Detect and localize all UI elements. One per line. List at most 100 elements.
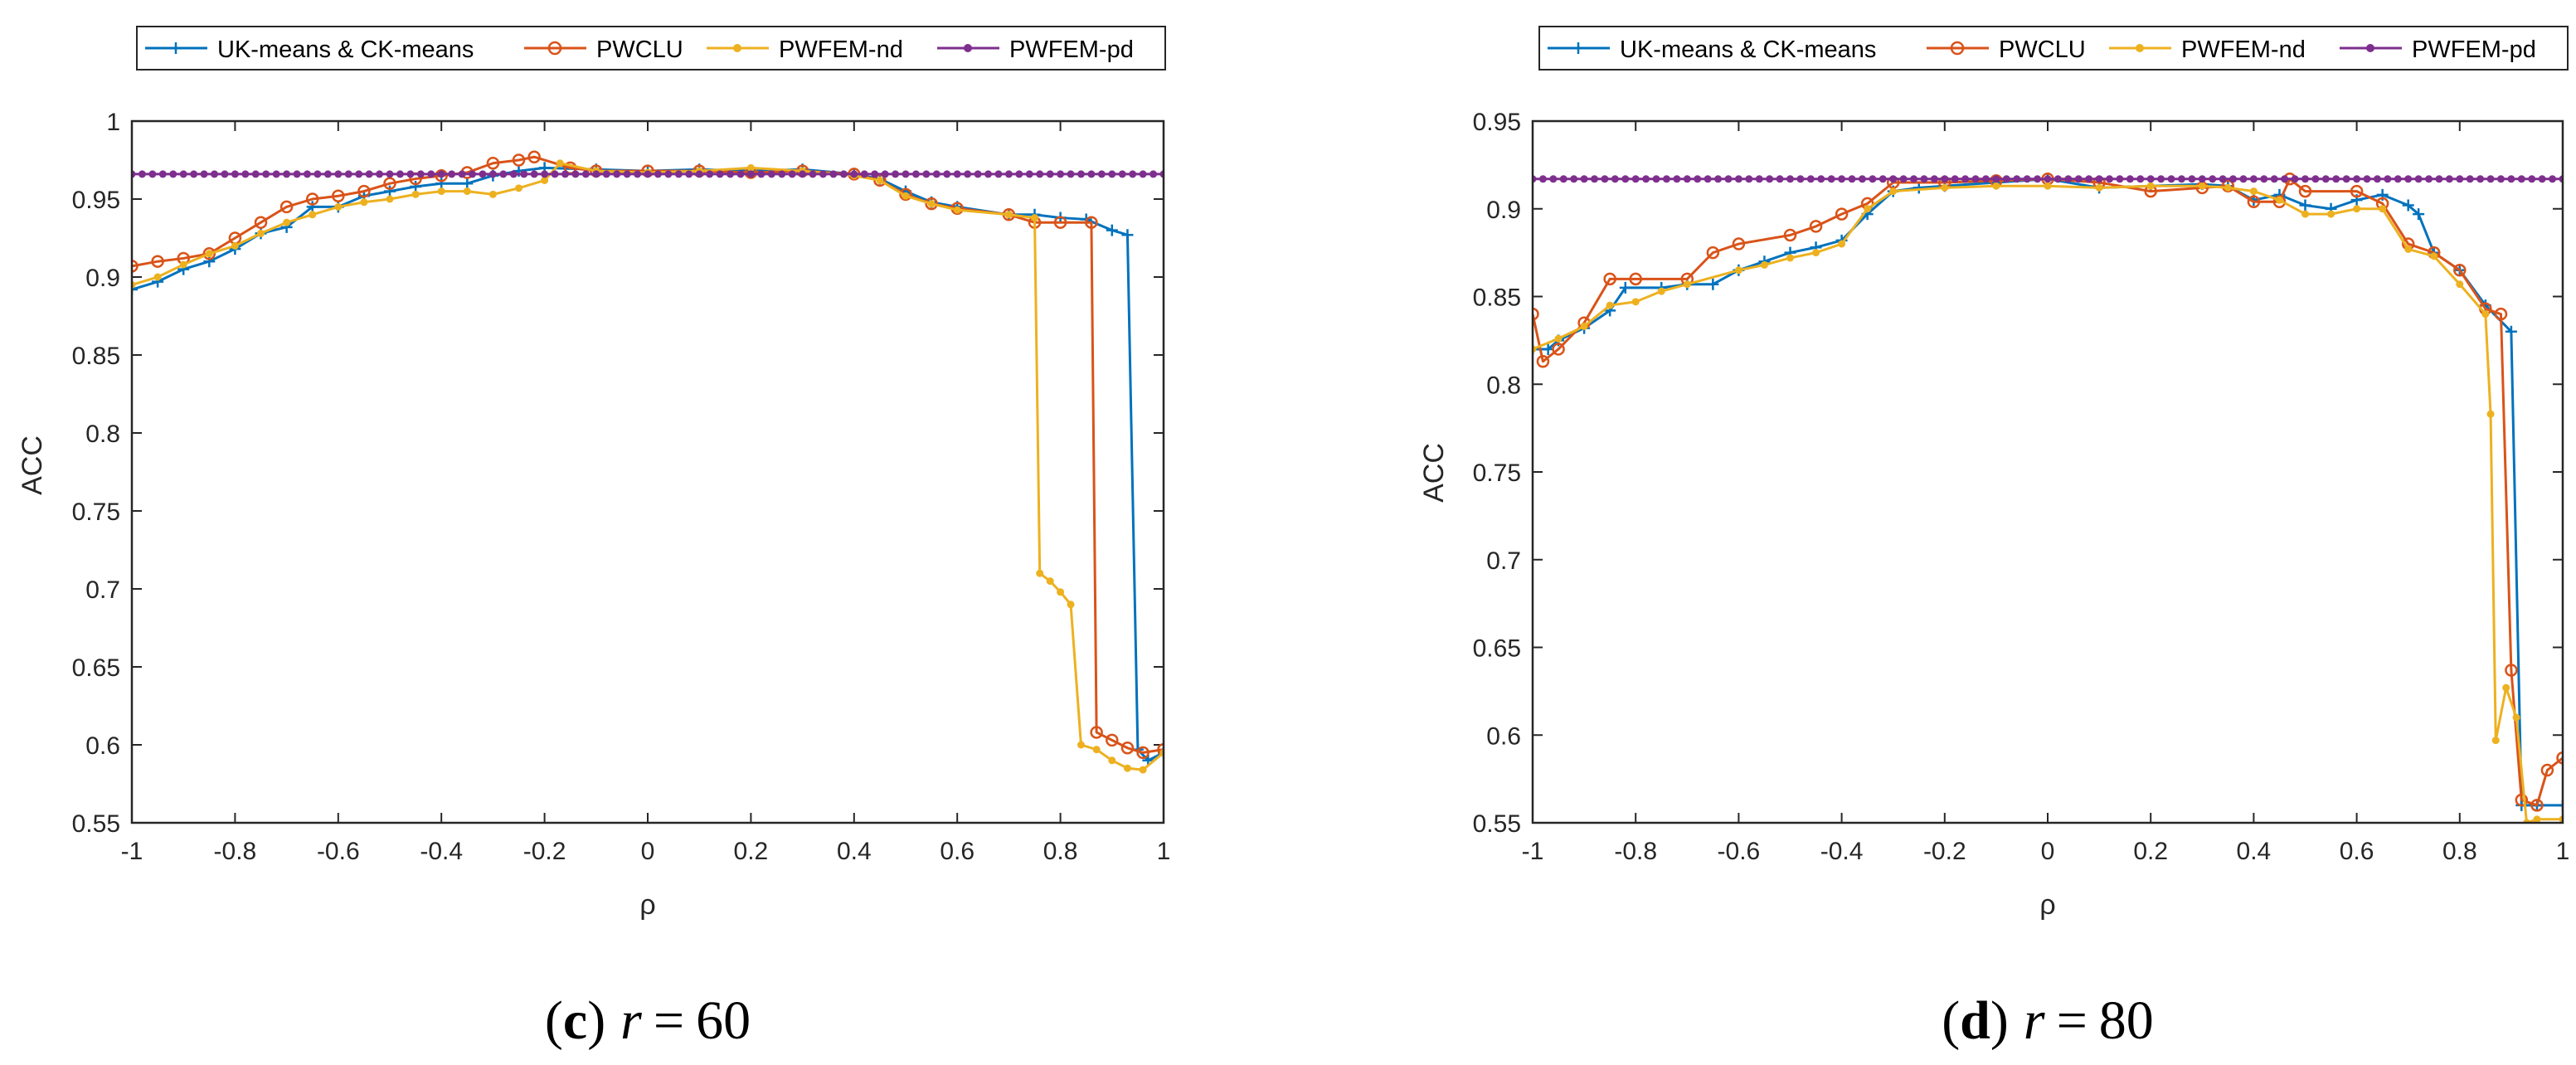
panel-c-series-0-point-13: [461, 178, 474, 190]
panel-c-series-2-point-28: [1004, 211, 1013, 219]
panel-c-series-1-point-8: [332, 189, 345, 202]
panel-c-series-2-point-11: [411, 190, 420, 198]
panel-d-series-3-point-29: [1827, 175, 1835, 183]
panel-d-series-1-point-34: [2530, 799, 2544, 812]
panel-d-xtick-labels: -1 -0.8 -0.6 -0.4 -0.2 0 0.2 0.4 0.6 0.8 1: [1522, 838, 2570, 865]
panel-d-legend-entry-1: UK-means & CK-means: [1548, 36, 1876, 63]
panel-c-legend-label-3: PWFEM-nd: [779, 36, 903, 63]
panel-d: UK-means & CK-means PWCLU PWFEM-nd PWFEM…: [1418, 26, 2570, 1051]
panel-c-series-3-point-48: [623, 170, 631, 178]
panel-c-series-3-point-27: [406, 170, 415, 178]
panel-c-series-3-point-63: [778, 170, 786, 178]
panel-c-series-2-point-9: [360, 198, 368, 207]
panel-c-ytick-label-2: 0.65: [72, 654, 120, 682]
panel-d-series-3-point-2: [1549, 175, 1558, 183]
panel-d-xtick-label-9: 0.8: [2442, 838, 2477, 865]
panel-d-series-3-point-46: [2002, 175, 2010, 183]
panel-d-series-3-point-49: [2034, 175, 2042, 183]
panel-d-series-3-point-90: [2456, 175, 2464, 183]
panel-d-series-1-point-11: [1835, 207, 1849, 221]
panel-d-series-3-point-3: [1559, 175, 1567, 183]
panel-c-series-2-point-30: [1036, 569, 1044, 577]
panel-c-series-3-point-76: [911, 170, 920, 178]
panel-d-series-3-point-65: [2198, 175, 2206, 183]
panel-d-series-0-point-0: [1533, 343, 1538, 355]
panel-d-series-1-line: [1533, 178, 2563, 807]
panel-c-ytick-label-9: 1: [106, 109, 120, 136]
panel-c-series-3-point-75: [902, 170, 910, 178]
panel-d-caption-open: (: [1942, 990, 1960, 1051]
panel-c-series-3-point-74: [892, 170, 900, 178]
panel-d-caption-letter: d: [1960, 990, 1990, 1051]
panel-c-series-2-point-12: [437, 187, 445, 196]
panel-c-series-2-point-2: [179, 260, 187, 269]
panel-d-series-3: [1533, 175, 2563, 183]
panel-d-ytick-label-3: 0.7: [1486, 547, 1521, 575]
panel-d-series-3-point-30: [1838, 175, 1846, 183]
panel-c-series-3-point-98: [1139, 170, 1147, 178]
panel-d-series-0-point-26: [2299, 199, 2311, 212]
panel-d-series-3-point-50: [2044, 175, 2052, 183]
panel-d-series-3-point-73: [2281, 175, 2289, 183]
panel-c-series-3-point-59: [736, 170, 745, 178]
panel-d-series-3-point-95: [2507, 175, 2515, 183]
panel-c-series-3-point-9: [221, 170, 229, 178]
panel-d-series-2-point-4: [1631, 298, 1640, 306]
panel-c-series-3-point-16: [293, 170, 301, 178]
panel-c-ylabel: ACC: [17, 435, 48, 495]
panel-d-legend: UK-means & CK-means PWCLU PWFEM-nd PWFEM…: [1538, 26, 2569, 71]
panel-c-series-3-point-37: [509, 170, 518, 178]
panel-c-series-2-point-26: [927, 200, 936, 208]
panel-c-series-1-point-33: [1106, 733, 1119, 747]
panel-c-series-3-point-31: [448, 170, 456, 178]
panel-c-legend-label-2: PWCLU: [596, 36, 683, 63]
panel-c-series-3-point-94: [1097, 170, 1106, 178]
panel-c-axes-box: [130, 119, 1165, 824]
panel-d-series-2-point-9: [1786, 254, 1794, 262]
panel-d-series-1-point-31: [2494, 307, 2508, 321]
panel-c-series-3-point-66: [809, 170, 817, 178]
panel-c-series-3-point-67: [819, 170, 827, 178]
panel-c-series-3-point-60: [746, 170, 755, 178]
panel-d-ytick-label-1: 0.6: [1486, 722, 1521, 750]
panel-c-series-3-point-47: [613, 170, 621, 178]
panel-c-series-3-point-42: [561, 170, 569, 178]
panel-d-series-3-point-17: [1704, 175, 1712, 183]
panel-d-series-1-point-33: [2515, 793, 2529, 807]
panel-c-series-1: [132, 150, 1164, 760]
panel-d-ylabel: ACC: [1418, 443, 1450, 503]
panel-d-series-2-point-34: [2512, 713, 2520, 722]
panel-c-xtick-label-2: -0.6: [317, 838, 360, 865]
panel-d-series-1-point-7: [1706, 246, 1720, 260]
panel-d-series-3-point-80: [2353, 175, 2361, 183]
panel-d-series-0: [1533, 173, 2563, 811]
panel-d-series-2-point-14: [1941, 183, 1949, 192]
panel-d-series-3-point-79: [2342, 175, 2350, 183]
panel-c-ytick-label-3: 0.7: [85, 576, 120, 604]
panel-d-series-2-point-11: [1838, 240, 1846, 248]
panel-c-series-3-point-68: [829, 170, 838, 178]
panel-d-series-2-point-25: [2353, 205, 2361, 213]
panel-c-series-2-point-6: [283, 218, 291, 226]
panel-d-ytick-label-5: 0.8: [1486, 372, 1521, 399]
panel-d-series-3-point-94: [2496, 175, 2505, 183]
panel-d-series-3-point-9: [1621, 175, 1630, 183]
panel-c-xtick-label-9: 0.8: [1043, 838, 1078, 865]
panel-c-series-3-point-92: [1077, 170, 1085, 178]
panel-d-series-2-point-28: [2430, 252, 2438, 260]
panel-c-series-3-point-78: [932, 170, 940, 178]
panel-c-series-2-point-27: [953, 206, 961, 214]
panel-d-series-3-point-18: [1714, 175, 1723, 183]
panel-d-series-3-point-37: [1910, 175, 1918, 183]
panel-d-series-3-point-78: [2332, 175, 2340, 183]
panel-c-series-1-point-25: [899, 187, 912, 202]
panel-d-series-1-point-1: [1536, 355, 1550, 368]
panel-c-xtick-label-4: -0.2: [523, 838, 566, 865]
panel-c-series-3-point-30: [437, 170, 445, 178]
panel-c-series-3-point-56: [706, 170, 714, 178]
panel-c-series-3-point-50: [644, 170, 652, 178]
panel-d-series-2-point-26: [2379, 205, 2387, 213]
panel-c-series-1-point-5: [254, 216, 268, 229]
panel-d-series-3-point-75: [2301, 175, 2309, 183]
panel-c-legend: UK-means & CK-means PWCLU PWFEM-nd PWFEM…: [136, 26, 1166, 71]
